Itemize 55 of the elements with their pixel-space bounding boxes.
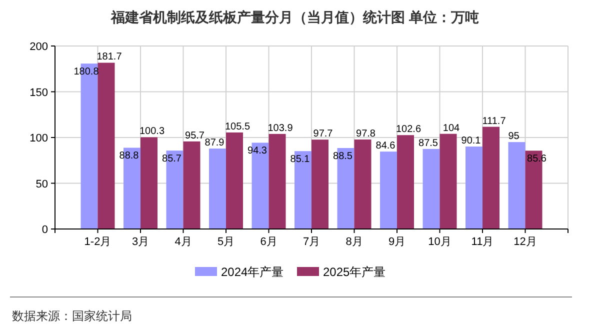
- data-label: 95: [508, 131, 520, 142]
- bar: [440, 134, 457, 229]
- bar: [397, 135, 414, 229]
- bar: [312, 140, 328, 229]
- bar: [98, 62, 115, 229]
- bar: [354, 140, 372, 229]
- data-label: 181.7: [96, 52, 122, 63]
- legend-label: 2024年产量: [221, 265, 284, 279]
- x-tick-label: 10月: [428, 236, 452, 248]
- y-tick-label: 0: [42, 224, 48, 236]
- data-label: 87.5: [418, 138, 438, 149]
- data-label: 97.7: [313, 128, 334, 140]
- data-label: 87.9: [204, 138, 225, 149]
- data-label: 94.3: [248, 146, 268, 157]
- bar: [183, 141, 200, 229]
- data-label: 88.5: [333, 151, 353, 162]
- x-tick-label: 5月: [217, 236, 235, 248]
- bar: [140, 137, 158, 229]
- bar: [422, 148, 440, 229]
- data-label: 97.8: [356, 128, 376, 140]
- bar: [209, 148, 226, 229]
- bar: [380, 152, 397, 229]
- y-tick-label: 100: [30, 132, 48, 144]
- data-label: 104: [442, 122, 460, 134]
- data-label: 95.7: [185, 130, 205, 142]
- y-tick-label: 150: [30, 86, 48, 99]
- bar: [482, 126, 500, 229]
- data-label: 90.1: [461, 136, 482, 147]
- y-tick-label: 200: [30, 41, 48, 53]
- x-tick-label: 8月: [346, 236, 363, 248]
- x-tick-label: 4月: [174, 236, 192, 248]
- data-label: 85.1: [290, 154, 310, 166]
- chart-title: 福建省机制纸及纸板产量分月（当月值）统计图 单位：万吨: [110, 9, 479, 25]
- x-tick-label: 11月: [471, 236, 494, 248]
- data-label: 102.6: [396, 124, 422, 136]
- data-label: 85.7: [162, 154, 182, 165]
- data-label: 100.3: [139, 126, 165, 138]
- data-label: 84.6: [376, 140, 396, 152]
- y-tick-label: 50: [36, 178, 48, 190]
- x-tick-label: 1-2月: [84, 236, 112, 248]
- x-tick-label: 9月: [388, 236, 406, 248]
- bar: [508, 142, 526, 229]
- bar: [226, 132, 243, 229]
- bar: [268, 134, 286, 229]
- x-tick-label: 12月: [514, 236, 537, 248]
- data-label: 105.5: [224, 121, 250, 132]
- source-note: 数据来源：国家统计局: [12, 309, 132, 323]
- x-tick-label: 6月: [260, 236, 278, 248]
- legend-label: 2025年产量: [323, 265, 386, 279]
- x-tick-label: 3月: [132, 236, 150, 248]
- data-label: 88.8: [119, 150, 140, 162]
- data-label: 111.7: [482, 116, 506, 127]
- x-tick-label: 7月: [302, 236, 320, 248]
- bar: [466, 146, 482, 229]
- data-label: 103.9: [268, 122, 294, 134]
